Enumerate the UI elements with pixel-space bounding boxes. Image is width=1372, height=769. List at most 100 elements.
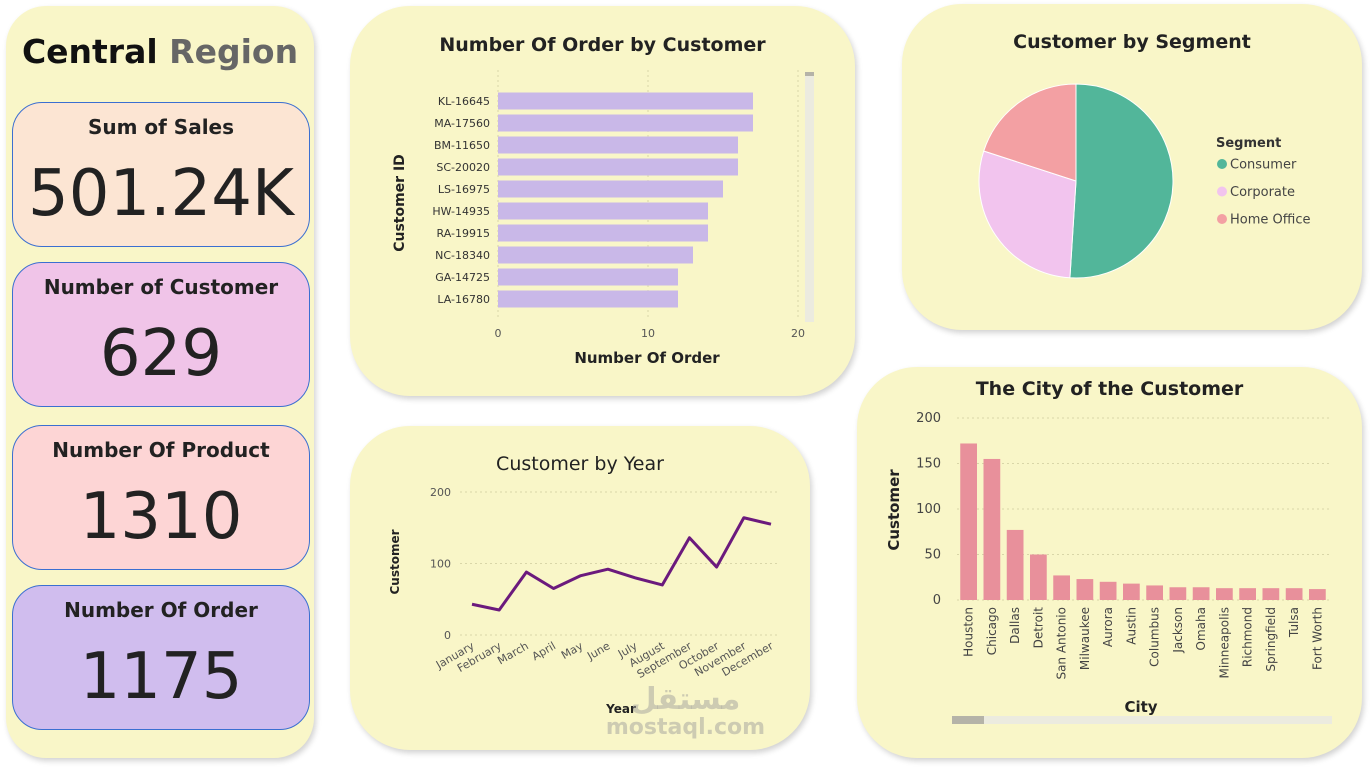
x-axis-title: City [1124,698,1157,716]
series-line [471,516,772,612]
x-tick-label: Jackson [1171,607,1185,654]
x-tick-label: 10 [641,327,655,340]
x-tick-label: Columbus [1148,607,1162,667]
bar-bm-11650 [498,136,738,154]
kpi-label-products: Number Of Product [52,438,270,462]
x-tick-label: Dallas [1008,607,1022,644]
y-tick-label: RA-19915 [437,227,490,240]
bar-detroit [1030,554,1047,600]
bar-san-antonio [1053,575,1070,600]
bar-hw-14935 [498,202,708,220]
bar-jackson [1169,587,1187,600]
bar-nc-18340 [498,246,693,264]
orders-by-customer-chart: 0 10 20 KL-16645 MA-17560 BM-11650 SC-20020 LS-… [392,70,814,367]
y-tick-label: KL-16645 [438,95,490,108]
x-tick-label: Milwaukee [1078,607,1092,670]
watermark: مستقل mostaql.com [598,684,773,740]
x-tick-label: Springfield [1264,607,1278,672]
y-tick-label: 50 [924,548,941,563]
bar-kl-16645 [498,92,753,110]
scrollbar-thumb [805,72,814,76]
x-tick-label: Detroit [1031,607,1045,649]
bar-ma-17560 [498,114,753,132]
x-tick-label: Omaha [1194,607,1208,650]
customer-by-segment-panel[interactable]: Customer by Segment Segment Consumer Corpo… [902,4,1362,330]
y-tick-label: 0 [444,629,451,642]
kpi-value-products: 1310 [79,480,243,554]
kpi-panel: Central Region Sum of Sales 501.24K Numb… [6,6,314,758]
y-tick-label: BM-11650 [434,139,490,152]
x-tick-label: Chicago [985,607,999,655]
x-tick-label: 20 [791,327,805,340]
legend-marker [1217,186,1227,197]
bar-ls-16975 [498,180,723,198]
kpi-label-sales: Sum of Sales [87,115,235,139]
y-tick-label: 100 [430,558,451,571]
kpi-card-orders[interactable]: Number Of Order 1175 [12,585,310,730]
bar-tulsa [1285,588,1303,600]
bar-richmond [1239,588,1256,600]
region-title-word2: Region [169,32,299,71]
y-axis-title: Customer [885,469,903,551]
y-tick-label: LA-16780 [437,293,490,306]
kpi-label-orders: Number Of Order [64,598,258,622]
bar-columbus [1146,585,1163,600]
bar-houston [960,443,977,600]
x-tick-label: Tulsa [1287,607,1301,638]
y-tick-label: 200 [430,486,451,499]
segment-chart-title: Customer by Segment [1013,31,1251,53]
customer-by-year-panel[interactable]: Customer by Year 0 100 200 January February M… [350,426,810,750]
x-tick-label: Houston [962,607,976,657]
watermark-arabic: مستقل [630,682,741,717]
bar-aurora [1099,581,1117,600]
bar-minneapolis [1216,588,1233,600]
city-chart-title: The City of the Customer [975,378,1244,400]
y-tick-label: 200 [916,411,941,426]
x-tick-label: Minneapolis [1217,607,1231,679]
kpi-label-customers: Number of Customer [43,275,279,299]
y-tick-label: GA-14725 [435,271,490,284]
y-tick-label: NC-18340 [435,249,490,262]
year-chart-title: Customer by Year [496,453,664,475]
region-title: Central Region [6,32,314,71]
watermark-domain: mostaql.com [605,715,766,740]
y-tick-label: SC-20020 [436,161,490,174]
kpi-card-products[interactable]: Number Of Product 1310 [12,425,310,570]
y-axis-title: Customer [388,529,402,594]
x-tick-label: June [584,639,612,663]
orders-by-customer-panel[interactable]: Number Of Order by Customer 0 10 20 KL-1664… [350,6,855,396]
legend-label: Home Office [1230,213,1310,228]
legend-label: Consumer [1230,158,1297,173]
bar-sc-20020 [498,158,738,176]
x-tick-label: San Antonio [1055,607,1069,680]
scrollbar-track [952,716,1332,724]
kpi-card-customers[interactable]: Number of Customer 629 [12,262,310,407]
x-tick-label: Aurora [1101,607,1115,647]
kpi-value-orders: 1175 [79,640,243,714]
kpi-card-sales[interactable]: Sum of Sales 501.24K [12,102,310,247]
bar-milwaukee [1076,579,1094,600]
y-tick-label: LS-16975 [438,183,490,196]
bar-la-16780 [498,290,678,308]
bar-austin [1123,583,1140,600]
region-title-word1: Central [21,32,158,71]
city-of-customer-panel[interactable]: The City of the Customer 0 50 100 150 200 Hou… [857,367,1362,758]
x-axis-title: Number Of Order [574,349,720,367]
slice-home-office [983,83,1077,182]
legend-marker [1217,159,1227,169]
slice-consumer [1069,83,1174,279]
customer-by-segment-chart: Segment Consumer Corporate Home Office [978,83,1310,279]
y-tick-label: 150 [916,457,941,472]
x-tick-label: Fort Worth [1310,607,1324,670]
legend-marker [1217,214,1227,224]
legend-label: Corporate [1230,185,1295,200]
scrollbar-thumb [952,716,984,724]
x-tick-label: 0 [495,327,502,340]
y-axis-title: Customer ID [392,154,408,252]
bar-dallas [1006,529,1024,600]
legend-title: Segment [1216,136,1281,151]
bar-ga-14725 [498,268,678,286]
y-tick-label: 0 [933,593,941,608]
bar-springfield [1262,588,1280,600]
